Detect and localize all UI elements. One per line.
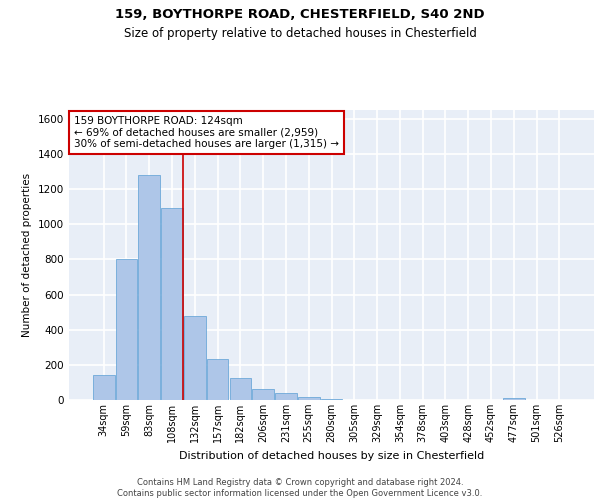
Text: Contains HM Land Registry data © Crown copyright and database right 2024.
Contai: Contains HM Land Registry data © Crown c… xyxy=(118,478,482,498)
Bar xyxy=(275,394,297,400)
Text: 159, BOYTHORPE ROAD, CHESTERFIELD, S40 2ND: 159, BOYTHORPE ROAD, CHESTERFIELD, S40 2… xyxy=(115,8,485,20)
Bar xyxy=(207,358,229,400)
Bar xyxy=(253,390,274,400)
Bar xyxy=(161,208,183,400)
Bar xyxy=(503,398,524,400)
Bar xyxy=(116,260,137,400)
Bar xyxy=(93,376,115,400)
Text: Size of property relative to detached houses in Chesterfield: Size of property relative to detached ho… xyxy=(124,28,476,40)
Bar xyxy=(320,398,343,400)
Bar xyxy=(298,397,320,400)
Y-axis label: Number of detached properties: Number of detached properties xyxy=(22,173,32,337)
X-axis label: Distribution of detached houses by size in Chesterfield: Distribution of detached houses by size … xyxy=(179,450,484,460)
Bar xyxy=(184,316,206,400)
Bar xyxy=(230,378,251,400)
Text: 159 BOYTHORPE ROAD: 124sqm
← 69% of detached houses are smaller (2,959)
30% of s: 159 BOYTHORPE ROAD: 124sqm ← 69% of deta… xyxy=(74,116,339,149)
Bar xyxy=(139,175,160,400)
